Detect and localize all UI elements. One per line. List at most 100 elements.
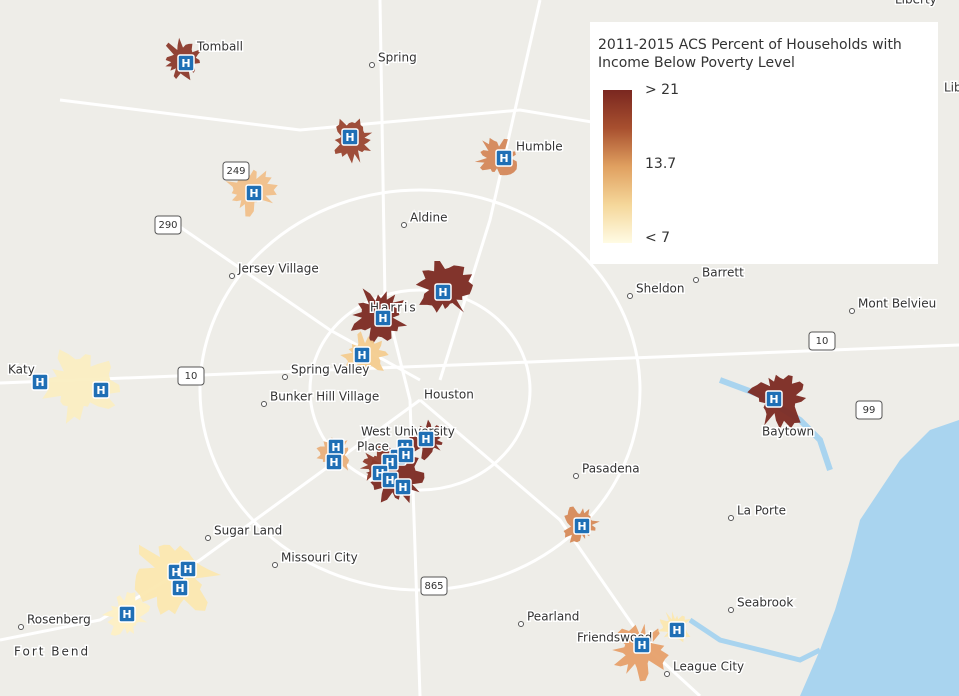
place-dot [261,401,267,407]
place-label: Fort Bend [14,645,90,659]
legend-label: > 21 [645,82,679,98]
hospital-icon [325,453,343,471]
road-shield-label: 10 [185,371,198,382]
hospital-icon-label: H [122,608,131,621]
place-label: Aldine [410,211,447,225]
hospital-icon [397,446,415,464]
hospital-icon-label: H [577,520,586,533]
hospital-icon-label: H [375,467,384,480]
hospital-icon [92,381,110,399]
place-label: Katy [8,363,35,377]
hospital-icon-label: H [398,481,407,494]
hospital-icon [394,478,412,496]
place-label: League City [673,660,744,674]
hospital-icon [118,605,136,623]
hospital-icon-label: H [183,563,192,576]
hospital-icon-label: H [35,376,44,389]
hospital-icon [171,579,189,597]
place-dot [849,308,855,314]
place-label: Lib [944,81,959,95]
place-dot [282,374,288,380]
hospital-icon-label: H [345,131,354,144]
place-label: Missouri City [281,551,358,565]
road-shield [808,331,836,351]
hospital-icon-label: H [401,449,410,462]
place-dot [401,222,407,228]
hospital-icon [434,283,452,301]
road-shield-label: 249 [226,166,245,177]
place-label: Humble [516,140,563,154]
hospital-icon-label: H [171,566,180,579]
hospital-icon [668,621,686,639]
hospital-icon-label: H [769,393,778,406]
hospital-icon [417,430,435,448]
place-dot [627,293,633,299]
hospital-icon-label: H [357,349,366,362]
legend: 2011-2015 ACS Percent of Households with… [590,22,938,264]
hospital-icon-label: H [499,152,508,165]
place-label: Tomball [196,40,243,54]
place-label: Spring Valley [291,363,369,377]
hospital-icon [177,54,195,72]
hospital-icon [245,184,263,202]
poverty-area [42,349,121,424]
hospital-icon [495,149,513,167]
place-label: Liberty [895,0,937,7]
place-dot [205,535,211,541]
road-shield [177,366,205,386]
hospital-icon-label: H [385,456,394,469]
hospital-icon [374,309,392,327]
place-label: Spring [378,51,417,65]
legend-ramp [603,90,632,243]
place-label: Mont Belvieu [858,297,936,311]
road-shield-label: 10 [816,336,829,347]
place-dot [18,624,24,630]
place-label: La Porte [737,504,786,518]
place-dot [693,277,699,283]
hospital-icon-label: H [438,286,447,299]
place-dot [664,671,670,677]
place-dot [573,473,579,479]
hospital-icon [353,346,371,364]
place-label: Pasadena [582,462,640,476]
road-shield [855,400,883,420]
place-dot [518,621,524,627]
hospital-icon-label: H [175,582,184,595]
place-label: Bunker Hill Village [270,390,379,404]
hospital-icon-label: H [672,624,681,637]
place-dot [229,273,235,279]
place-label: Jersey Village [237,262,319,276]
road-shield [420,576,448,596]
place-label: Pearland [527,610,579,624]
hospital-icon-label: H [329,456,338,469]
hospital-icon-label: H [385,474,394,487]
hospital-icon-label: H [378,312,387,325]
place-label: Houston [424,388,474,402]
place-label: Rosenberg [27,613,91,627]
hospital-icon [179,560,197,578]
road-shield-label: 290 [158,220,177,231]
hospital-icon [765,390,783,408]
hospital-icon-label: H [331,441,340,454]
hospital-icon [633,636,651,654]
place-label: Seabrook [737,596,793,610]
road-shield [154,215,182,235]
place-label: West University [361,425,455,439]
hospital-icon-label: H [637,639,646,652]
hospital-icon [31,373,49,391]
hospital-icon [341,128,359,146]
place-label: Sugar Land [214,524,282,538]
hospital-icon-label: H [421,433,430,446]
road-shield [222,161,250,181]
bay [800,420,959,696]
place-dot [369,62,375,68]
place-dot [728,515,734,521]
place-label: Place [357,440,389,454]
place-label: Baytown [762,425,814,439]
road-shield-label: 865 [424,581,443,592]
place-label: Barrett [702,266,744,280]
place-dot [728,607,734,613]
hospital-icon-label: H [96,384,105,397]
channel [718,377,833,471]
